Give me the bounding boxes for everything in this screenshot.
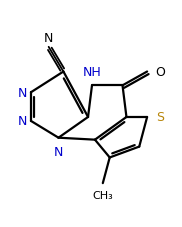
Text: O: O xyxy=(155,66,165,79)
Text: CH₃: CH₃ xyxy=(92,190,113,200)
Text: N: N xyxy=(54,145,63,158)
Text: N: N xyxy=(44,32,53,45)
Text: NH: NH xyxy=(83,66,101,79)
Text: N: N xyxy=(17,86,27,99)
Text: N: N xyxy=(17,115,27,128)
Text: S: S xyxy=(156,111,164,124)
